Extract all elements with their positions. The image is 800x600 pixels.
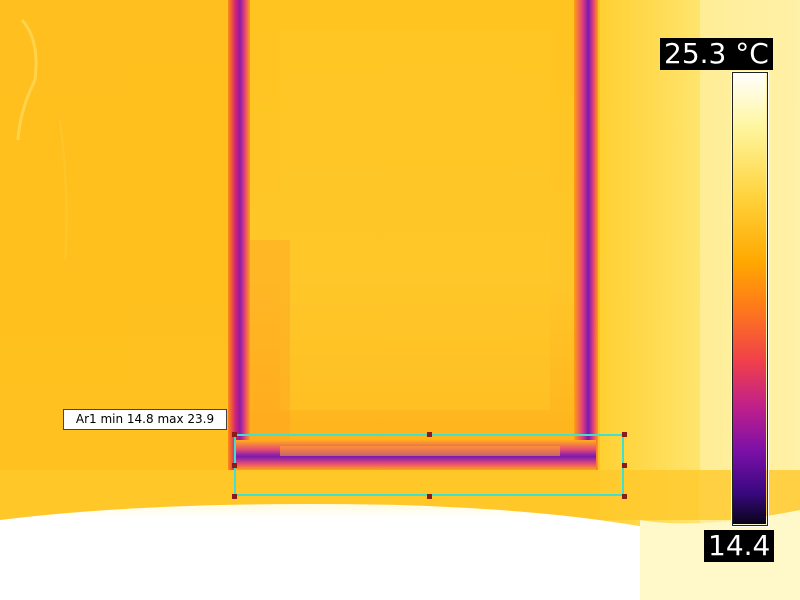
roi-handle-top-left[interactable]	[232, 432, 237, 437]
roi-handle-bottom-left[interactable]	[232, 494, 237, 499]
scale-min-readout: 14.4	[704, 530, 775, 562]
roi-handle-bottom-middle[interactable]	[427, 494, 432, 499]
area-measurement-label: Ar1 min 14.8 max 23.9	[63, 409, 227, 430]
scale-max-readout: 25.3 °C	[660, 38, 773, 70]
temperature-scale-bar	[731, 71, 769, 527]
roi-rectangle[interactable]	[234, 434, 624, 496]
roi-handle-middle-left[interactable]	[232, 463, 237, 468]
roi-handle-bottom-right[interactable]	[622, 494, 627, 499]
roi-handle-middle-right[interactable]	[622, 463, 627, 468]
roi-handle-top-middle[interactable]	[427, 432, 432, 437]
roi-handle-top-right[interactable]	[622, 432, 627, 437]
